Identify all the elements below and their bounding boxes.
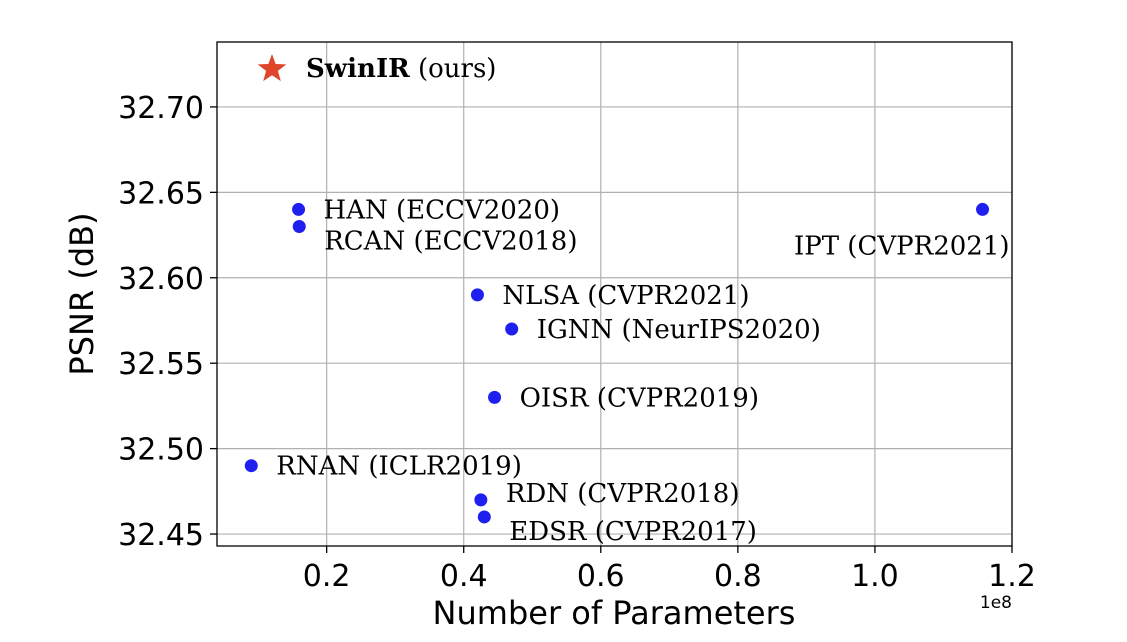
- data-point: [477, 510, 491, 524]
- x-tick-label: 0.8: [714, 559, 762, 594]
- swinir-name: SwinIR: [306, 54, 410, 84]
- x-axis-exponent: 1e8: [980, 593, 1012, 613]
- y-tick-label: 32.45: [118, 518, 204, 553]
- data-point-label: RDN (CVPR2018): [506, 479, 740, 509]
- data-point-label: RNAN (ICLR2019): [276, 452, 522, 482]
- plot-frame: [216, 41, 1013, 547]
- data-point-label: OISR (CVPR2019): [520, 383, 759, 413]
- swinir-suffix: (ours): [410, 54, 497, 84]
- data-point-label: NLSA (CVPR2021): [502, 281, 749, 311]
- data-point: [244, 459, 258, 473]
- swinir-star-marker: [257, 54, 287, 82]
- swinir-legend-label: SwinIR (ours): [306, 54, 496, 84]
- x-axis-title: Number of Parameters: [433, 594, 796, 632]
- data-point: [470, 288, 484, 302]
- y-axis-ticks: 32.45 32.50 32.55 32.60 32.65 32.70: [118, 91, 217, 553]
- x-axis-ticks: 0.2 0.4 0.6 0.8 1.0 1.2: [303, 546, 1036, 594]
- x-tick-label: 0.6: [577, 559, 625, 594]
- data-point: [488, 390, 502, 404]
- y-tick-label: 32.65: [118, 176, 204, 211]
- legend: SwinIR (ours): [257, 54, 496, 84]
- data-point-label: EDSR (CVPR2017): [509, 517, 757, 547]
- data-point-label: RCAN (ECCV2018): [324, 227, 577, 257]
- data-points: HAN (ECCV2020)RCAN (ECCV2018) IPT (CVPR20…: [244, 195, 1010, 547]
- y-tick-label: 32.60: [118, 262, 204, 297]
- y-tick-label: 32.50: [118, 433, 204, 468]
- data-point: [474, 493, 488, 507]
- x-tick-label: 1.0: [851, 559, 899, 594]
- data-point: [292, 202, 306, 216]
- data-point-label: IPT (CVPR2021): [794, 231, 1010, 261]
- data-point-label: IGNN (NeurIPS2020): [537, 315, 821, 345]
- x-tick-label: 0.2: [303, 559, 351, 594]
- x-tick-label: 0.4: [440, 559, 488, 594]
- data-point: [976, 202, 990, 216]
- y-axis-title: PSNR (dB): [63, 212, 101, 375]
- data-point-label: HAN (ECCV2020): [324, 195, 560, 225]
- data-point: [505, 322, 519, 336]
- y-tick-label: 32.70: [118, 91, 204, 126]
- data-point: [292, 220, 306, 234]
- x-tick-label: 1.2: [988, 559, 1036, 594]
- y-tick-label: 32.55: [118, 347, 204, 382]
